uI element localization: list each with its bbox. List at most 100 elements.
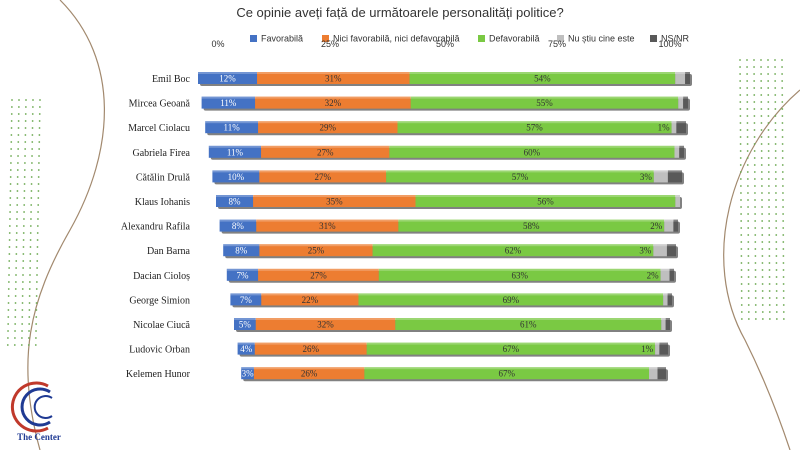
- decorative-dot: [754, 213, 756, 215]
- data-label: 4%: [240, 344, 253, 354]
- decorative-dot: [25, 99, 27, 101]
- decorative-dot: [38, 141, 41, 143]
- decorative-dot: [754, 220, 757, 222]
- bar-segment: [653, 170, 668, 183]
- decorative-dot: [746, 143, 749, 145]
- decorative-dot: [14, 330, 16, 332]
- decorative-dot: [775, 262, 778, 264]
- decorative-dot: [774, 143, 777, 145]
- decorative-dot: [746, 164, 749, 166]
- decorative-dot: [739, 59, 741, 61]
- decorative-dot: [774, 178, 777, 180]
- data-label: 11%: [224, 123, 241, 133]
- decorative-dot: [23, 218, 25, 220]
- decorative-dot: [740, 304, 743, 306]
- decorative-dot: [775, 297, 778, 299]
- decorative-dot: [782, 297, 785, 299]
- bar-segment: [219, 219, 257, 232]
- decorative-dot: [754, 241, 757, 243]
- decorative-dot: [14, 309, 17, 311]
- decorative-dot: [767, 73, 769, 75]
- decorative-dot: [34, 344, 37, 346]
- decorative-dot: [781, 150, 784, 152]
- decorative-dot: [8, 246, 11, 248]
- decorative-dot: [747, 276, 750, 278]
- decorative-dot: [761, 234, 764, 236]
- decorative-dot: [781, 129, 784, 131]
- data-label: 1%: [658, 123, 671, 133]
- decorative-dot: [782, 227, 785, 229]
- decorative-dot: [739, 150, 742, 152]
- decorative-dot: [739, 80, 742, 82]
- decorative-dot: [10, 148, 13, 150]
- legend-item-defavorabila: Defavorabilă: [478, 33, 540, 44]
- bar-segment: [208, 145, 262, 158]
- decorative-dot: [760, 143, 763, 145]
- decorative-dot: [16, 183, 19, 185]
- decorative-dot: [18, 99, 20, 101]
- decorative-dot: [38, 148, 41, 150]
- decorative-dot: [21, 309, 24, 311]
- decorative-dot: [28, 330, 30, 332]
- decorative-dot: [32, 99, 34, 101]
- bar-highlight: [230, 293, 672, 296]
- decorative-dot: [21, 323, 24, 325]
- decorative-dot: [7, 323, 10, 325]
- decorative-dot: [38, 155, 40, 157]
- bar-segment: [666, 244, 676, 257]
- decorative-dot: [35, 330, 37, 332]
- x-tick-label: 100%: [658, 39, 681, 49]
- decorative-dot: [747, 311, 750, 313]
- decorative-dot: [782, 248, 785, 250]
- decorative-dot: [753, 108, 756, 110]
- legend-item-nsnr: NS/NR: [650, 33, 689, 44]
- decorative-dot: [24, 120, 27, 122]
- data-label: 7%: [240, 295, 253, 305]
- category-label: Klaus Iohanis: [135, 197, 190, 208]
- bar-segment: [212, 170, 260, 183]
- decorative-dot: [767, 143, 770, 145]
- decorative-dot: [760, 164, 763, 166]
- decorative-dot: [15, 239, 18, 241]
- decorative-dot: [768, 311, 771, 313]
- decorative-dot: [7, 330, 9, 332]
- decorative-dot: [782, 262, 785, 264]
- bar-segment: [226, 268, 259, 281]
- decorative-dot: [753, 157, 756, 159]
- decorative-dot: [754, 290, 757, 292]
- decorative-dot: [747, 297, 750, 299]
- decorative-dot: [739, 157, 742, 159]
- decorative-dot: [754, 283, 757, 285]
- decorative-dot: [35, 302, 38, 304]
- decorative-dot: [24, 162, 26, 164]
- x-tick-label: 75%: [548, 39, 566, 49]
- decorative-dot: [14, 295, 17, 297]
- decorative-dot: [760, 122, 763, 124]
- decorative-dot: [747, 269, 750, 271]
- decorative-dot: [30, 204, 33, 206]
- category-label: Marcel Ciolacu: [128, 123, 190, 134]
- decorative-dot: [774, 59, 776, 61]
- decorative-dot: [747, 283, 750, 285]
- decorative-dot: [761, 192, 763, 194]
- decorative-dot: [768, 213, 770, 215]
- bar-segment: [198, 72, 258, 84]
- data-label: 27%: [317, 147, 334, 157]
- x-tick-label: 25%: [321, 39, 339, 49]
- decorative-dot: [31, 162, 33, 164]
- decorative-dot: [746, 66, 748, 68]
- decorative-dot: [767, 150, 770, 152]
- decorative-dot: [740, 276, 743, 278]
- decorative-dot: [768, 241, 771, 243]
- decorative-dot: [754, 199, 756, 201]
- decorative-dot: [775, 276, 778, 278]
- decorative-dot: [746, 80, 749, 82]
- decorative-dot: [768, 262, 771, 264]
- decorative-dot: [30, 190, 33, 192]
- decorative-dot: [36, 267, 39, 269]
- decorative-dot: [22, 239, 25, 241]
- decorative-dot: [7, 337, 9, 339]
- decorative-dot: [781, 178, 784, 180]
- decorative-dot: [746, 87, 749, 89]
